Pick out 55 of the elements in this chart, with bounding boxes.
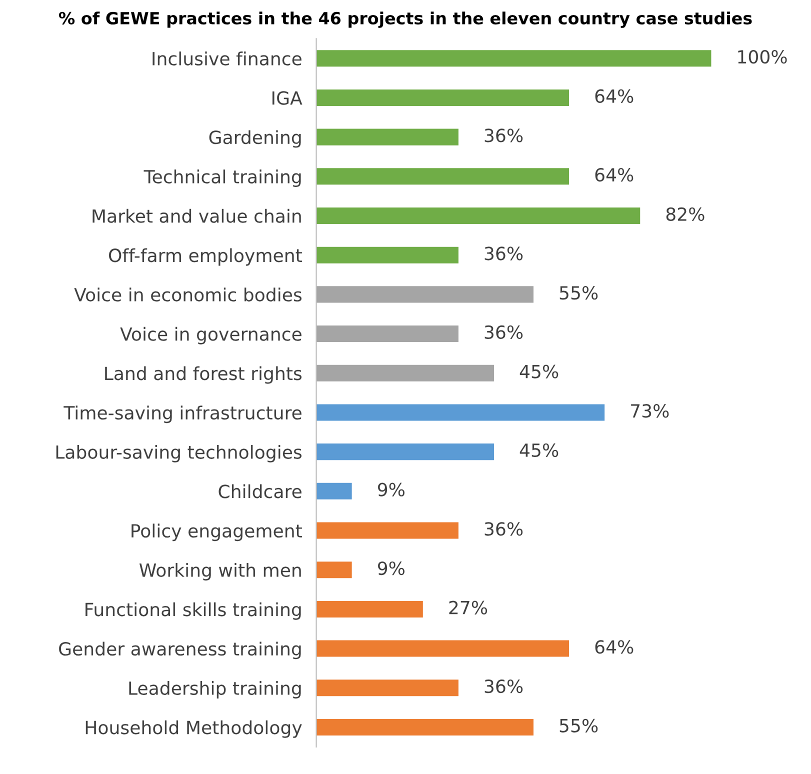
bar [316,718,534,736]
data-label: 82% [666,207,704,221]
data-label: 100% [738,50,787,64]
bar [316,286,534,303]
y-tick-label: Childcare [218,484,302,498]
bar [316,522,458,539]
bar [316,168,570,185]
data-label: 45% [520,364,558,378]
data-label: 55% [560,286,598,300]
y-tick-label: Household Methodology [86,720,302,738]
bar [316,89,570,106]
data-label: 27% [449,600,488,614]
bar [316,482,352,500]
bar [316,404,605,421]
bar [316,364,494,382]
data-label: 36% [484,246,523,260]
bar [316,680,458,696]
data-label: 9% [378,561,404,576]
data-label: 36% [484,128,523,142]
y-tick-label: Gardening [209,130,301,148]
y-tick-label: Gender awareness training [59,642,301,660]
bar [316,50,712,67]
y-tick-label: Land and forest rights [105,366,302,384]
y-tick-label: Technical training [144,170,301,188]
data-label: 45% [520,443,558,458]
data-label: 36% [484,522,523,536]
bar [316,207,640,224]
y-tick-label: Functional skills training [86,602,301,620]
data-label: 9% [378,482,404,496]
y-tick-label: Time-saving infrastructure [64,406,302,424]
y-tick-label: Voice in economic bodies [74,288,302,302]
bar [316,326,458,342]
bar [316,444,494,460]
y-tick-label: Labour-saving technologies [56,444,302,462]
data-label: 55% [560,718,598,732]
bar [316,246,458,264]
bar [316,640,570,657]
chart-title: % of GEWE practices in the 46 projects in the eleven country case studies [58,12,752,28]
y-tick-label: Leadership training [129,681,301,699]
data-label: 64% [595,168,634,182]
y-tick-label: Inclusive finance [152,52,302,66]
y-tick-label: Off-farm employment [108,248,302,266]
data-label: 36% [484,325,523,340]
y-tick-label: IGA [272,91,302,105]
bar [316,600,423,618]
data-label: 64% [595,640,634,654]
data-label: 36% [484,679,523,694]
y-tick-label: Working with men [139,563,301,580]
bar [316,128,458,146]
data-label: 64% [595,89,634,103]
y-tick-label: Voice in governance [120,326,302,344]
bar [316,562,352,578]
y-tick-label: Policy engagement [132,524,302,542]
y-tick-label: Market and value chain [92,208,301,223]
data-label: 73% [631,404,669,418]
